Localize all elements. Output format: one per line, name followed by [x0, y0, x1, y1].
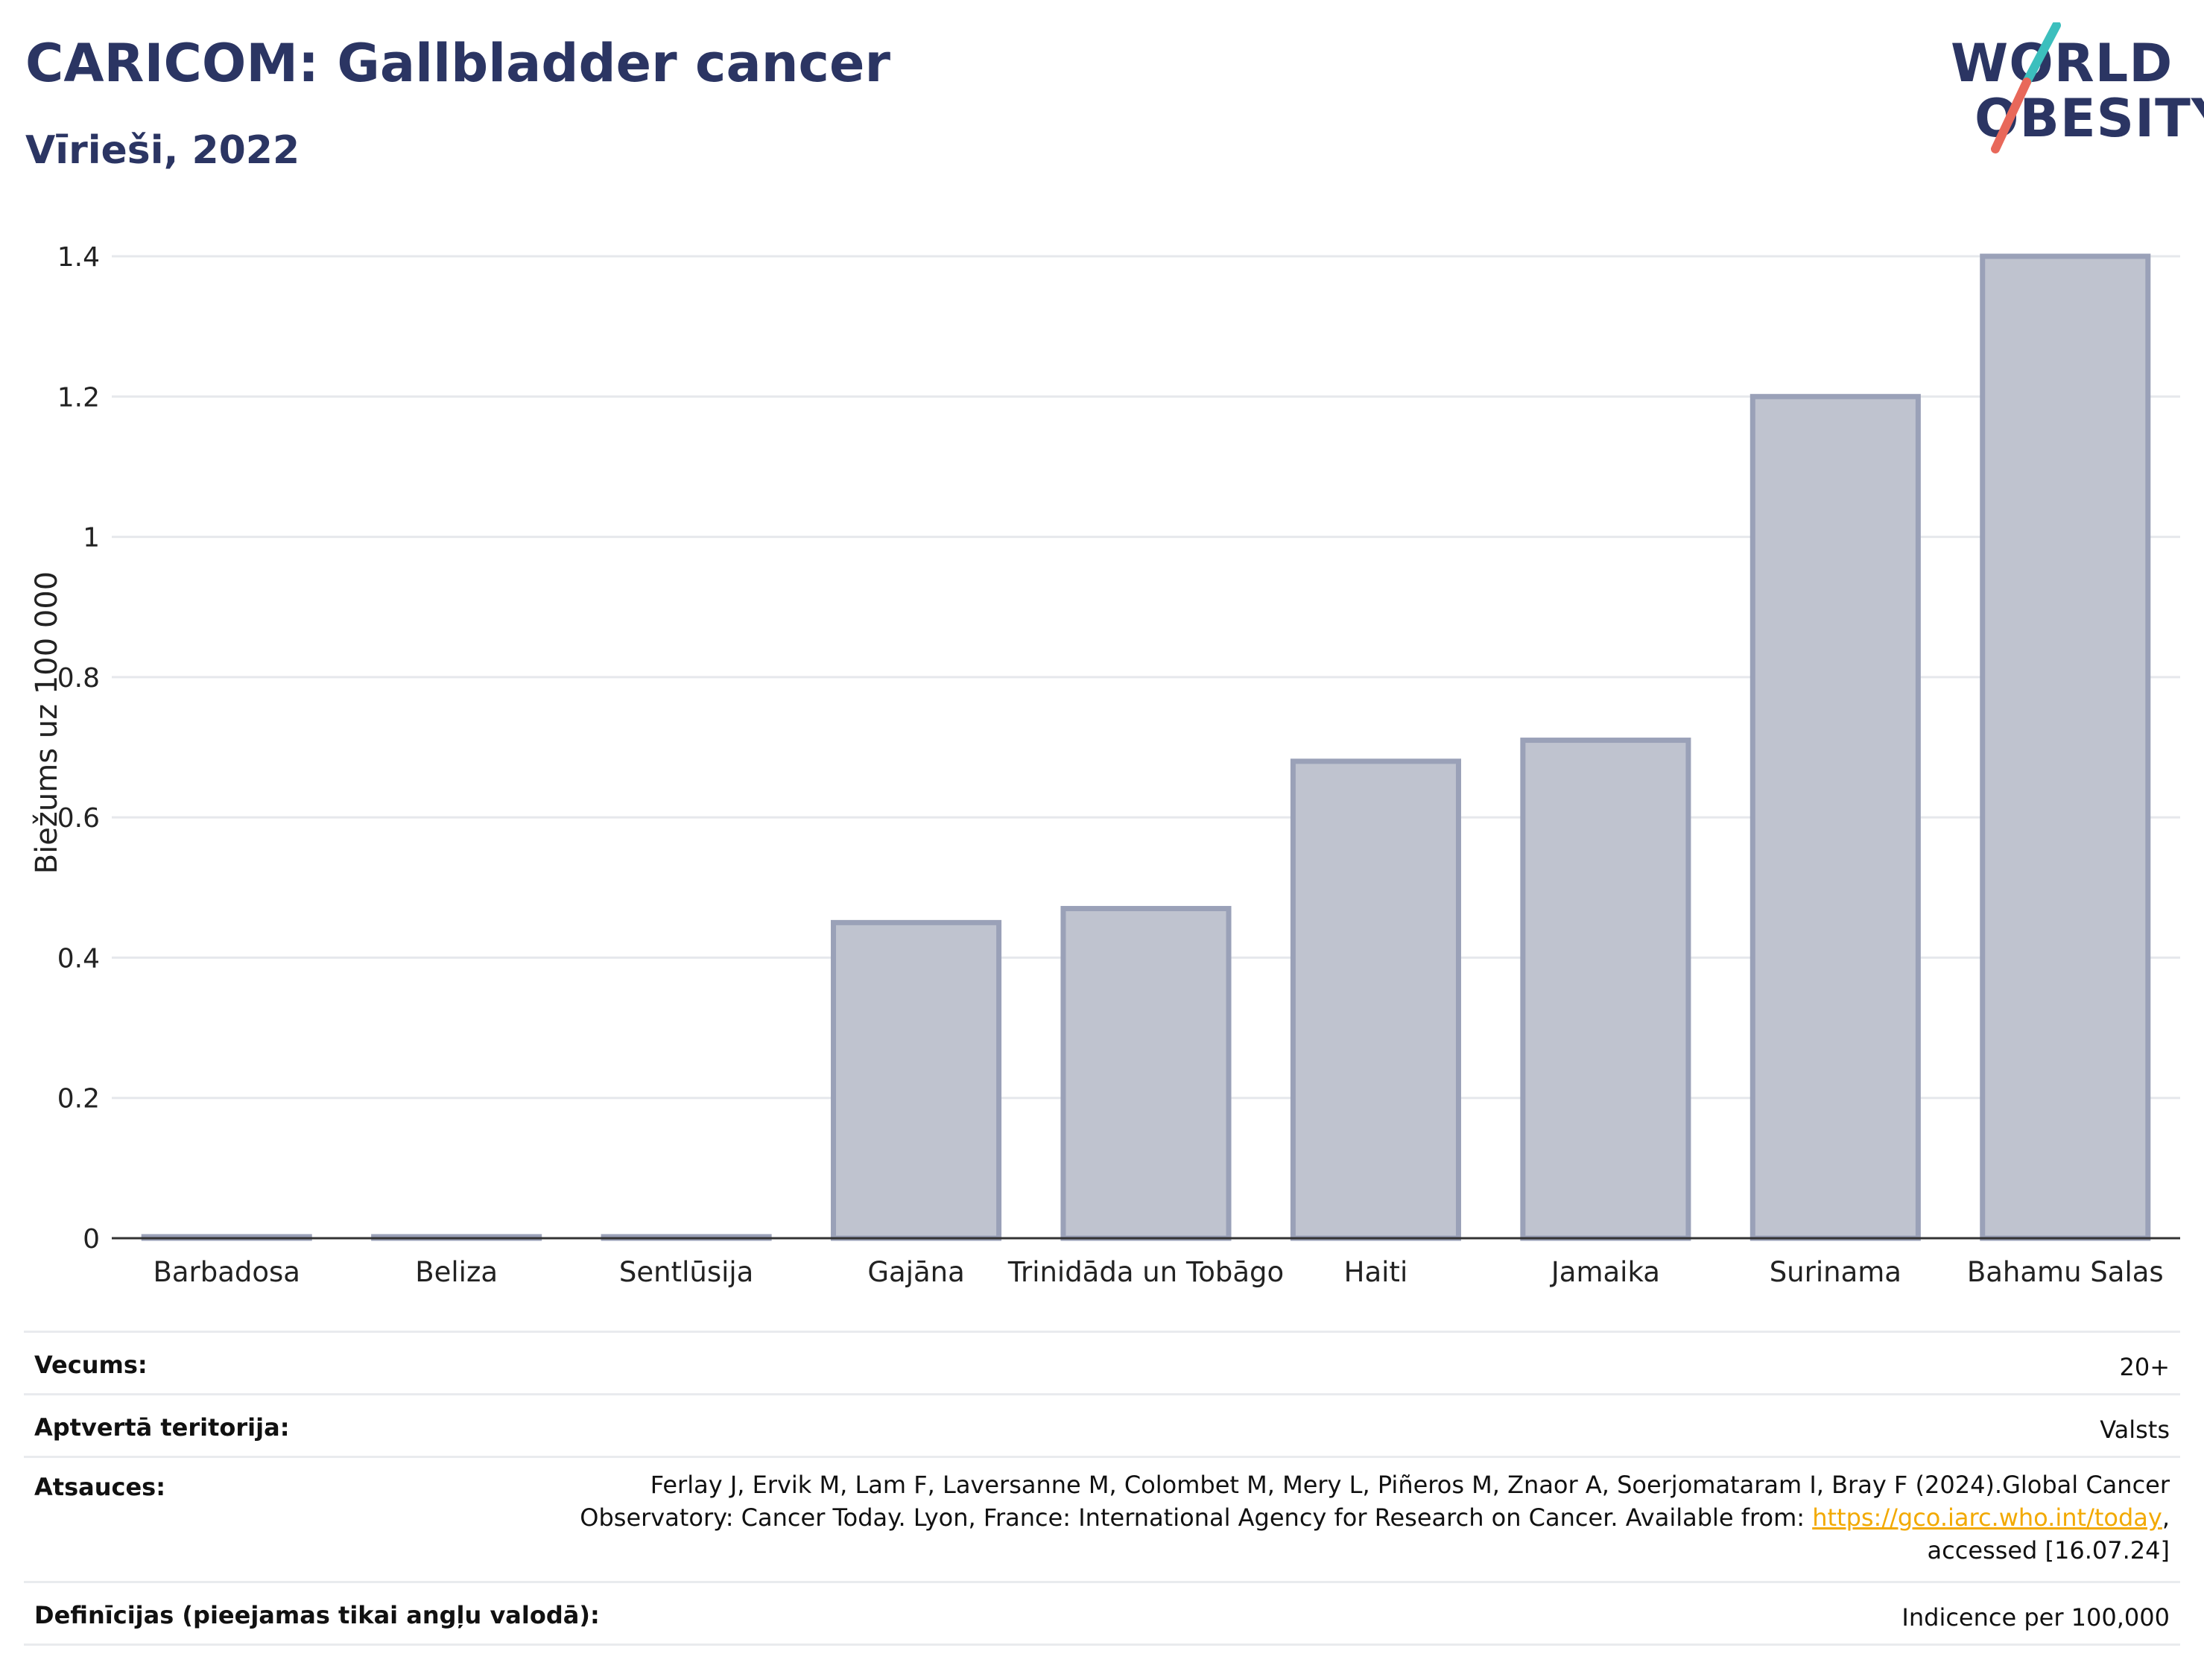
chart-title: CARICOM: Gallbladder cancer — [25, 33, 891, 94]
y-tick-label: 0.6 — [57, 803, 100, 834]
y-axis-label: Biežums uz 100 000 — [30, 571, 64, 875]
references-link[interactable]: https://gco.iarc.who.int/today — [1812, 1503, 2162, 1532]
x-tick-label: Surinama — [1770, 1256, 1901, 1288]
x-tick-label: Trinidāda un Tobāgo — [1007, 1256, 1284, 1288]
y-tick-label: 1.4 — [57, 242, 100, 273]
bar-chart: 0 0.2 0.4 0.6 0.8 1 1.2 1.4 Barbadosa Beliza Sentl… — [30, 242, 2180, 1288]
meta-row-references: Atsauces: Ferlay J, Ervik M, Lam F, Lave… — [24, 1458, 2180, 1583]
bar-6 — [1290, 758, 1461, 1241]
x-tick-label: Barbadosa — [153, 1256, 300, 1288]
x-tick-label: Sentlūsija — [619, 1256, 753, 1288]
bars — [141, 253, 2151, 1241]
bar-5 — [1060, 906, 1232, 1241]
y-tick-label: 0 — [83, 1224, 100, 1255]
references-line-3: accessed [16.07.24] — [1927, 1536, 2170, 1565]
x-tick-label: Bahamu Salas — [1967, 1256, 2164, 1288]
coverage-value: Valsts — [2100, 1416, 2170, 1444]
axes: 0 0.2 0.4 0.6 0.8 1 1.2 1.4 Barbadosa Beliza Sentl… — [57, 242, 2180, 1288]
meta-row-definitions: Definīcijas (pieejamas tikai angļu valod… — [24, 1583, 2180, 1646]
x-tick-label: Beliza — [415, 1256, 498, 1288]
meta-row-age: Vecums: 20+ — [24, 1333, 2180, 1395]
references-line-2: Observatory: Cancer Today. Lyon, France:… — [580, 1503, 1813, 1532]
bar-4 — [831, 919, 1002, 1241]
bar-9 — [1980, 253, 2151, 1241]
age-label: Vecums: — [34, 1351, 148, 1379]
age-value: 20+ — [2119, 1353, 2170, 1381]
references-line-2-end: , — [2162, 1503, 2170, 1532]
definitions-label: Definīcijas (pieejamas tikai angļu valod… — [34, 1601, 600, 1629]
y-tick-label: 1 — [83, 523, 100, 554]
y-tick-label: 1.2 — [57, 382, 100, 413]
x-tick-label: Gajāna — [867, 1256, 964, 1288]
references-line-1: Ferlay J, Ervik M, Lam F, Laversanne M, … — [650, 1471, 2170, 1499]
logo-slash-icon — [1991, 22, 2061, 153]
definitions-value: Indicence per 100,000 — [1901, 1603, 2170, 1632]
x-tick-label: Haiti — [1344, 1256, 1408, 1288]
references-value: Ferlay J, Ervik M, Lam F, Laversanne M, … — [580, 1468, 2170, 1567]
coverage-label: Aptvertā teritorija: — [34, 1413, 290, 1442]
bar-7 — [1520, 738, 1691, 1241]
world-obesity-logo: WORLD OBESITY — [1945, 22, 2204, 156]
x-tick-label: Jamaika — [1550, 1256, 1660, 1288]
references-label: Atsauces: — [34, 1473, 165, 1501]
y-tick-label: 0.2 — [57, 1084, 100, 1115]
bar-8 — [1749, 393, 1921, 1241]
y-tick-label: 0.8 — [57, 663, 100, 694]
logo-line-1: WORLD — [1951, 33, 2173, 94]
meta-row-coverage: Aptvertā teritorija: Valsts — [24, 1395, 2180, 1458]
chart-subtitle: Vīrieši, 2022 — [25, 128, 300, 173]
metadata-table: Vecums: 20+ Aptvertā teritorija: Valsts … — [24, 1331, 2180, 1646]
y-tick-label: 0.4 — [57, 943, 100, 974]
